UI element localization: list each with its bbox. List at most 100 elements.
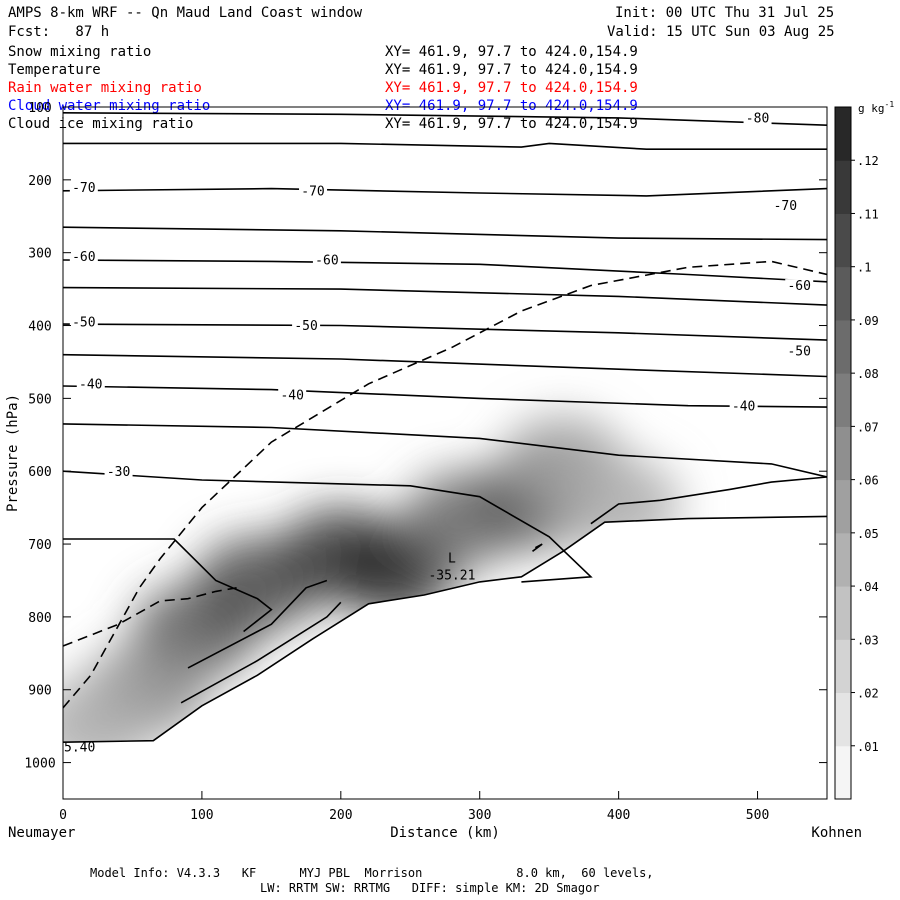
label-backing <box>104 464 133 479</box>
isotherm <box>590 476 827 525</box>
field-xy: XY= 461.9, 97.7 to 424.0,154.9 <box>385 98 638 114</box>
temperature-label: -50 <box>294 319 317 334</box>
chart-title: AMPS 8-km WRF -- Qn Maud Land Coast wind… <box>8 5 363 21</box>
colorbar-frame <box>834 106 852 800</box>
low-center-symbol: L <box>448 552 456 567</box>
y-tick-label: 300 <box>28 247 51 262</box>
isotherm <box>187 579 328 669</box>
label-backing <box>743 111 772 126</box>
temperature-label: -60 <box>315 254 338 269</box>
label-backing <box>69 180 98 195</box>
colorbar-tick-label: .07 <box>857 420 879 434</box>
colorbar-unit: g kg-1 <box>858 100 894 115</box>
y-tick-label: 800 <box>28 611 51 626</box>
isotherm <box>63 259 827 283</box>
field-name: Temperature <box>8 62 101 78</box>
temperature-label: -40 <box>732 399 755 414</box>
isotherm <box>63 286 827 306</box>
colorbar-segment <box>835 373 851 427</box>
colorbar-tick-label: .08 <box>857 367 879 381</box>
isotherm <box>532 543 543 552</box>
colorbar-tick-label: .01 <box>857 740 879 754</box>
isotherm <box>180 601 342 704</box>
colorbar-tick-label: .09 <box>857 314 879 328</box>
x-tick-label: 400 <box>607 808 630 823</box>
x-tick-label: 200 <box>329 808 352 823</box>
temperature-label: -40 <box>280 388 303 403</box>
label-backing <box>292 319 321 334</box>
isotherm <box>63 226 827 241</box>
plot-frame <box>62 106 828 800</box>
x-axis-label: Distance (km) <box>390 825 500 841</box>
label-backing <box>69 315 98 330</box>
y-tick-label: 900 <box>28 684 51 699</box>
temperature-label: -50 <box>72 316 95 331</box>
colorbar-tick-label: .12 <box>857 154 879 168</box>
temperature-label: -30 <box>107 465 130 480</box>
temperature-label: -50 <box>787 345 810 360</box>
label-backing <box>785 344 814 359</box>
y-axis-label: Pressure (hPa) <box>5 394 21 512</box>
x-tick-label: 300 <box>468 808 491 823</box>
field-xy: XY= 461.9, 97.7 to 424.0,154.9 <box>385 80 638 96</box>
colorbar: .01 .02 .03 .04 .05 .06 .07 .08 .09 .1 .11 .12 g kg-… <box>834 100 894 800</box>
isotherm <box>63 538 273 633</box>
y-tick-label: 700 <box>28 538 51 553</box>
colorbar-tick-label: .05 <box>857 527 879 541</box>
axes: 100 200 300 400 500 600 700 800 900 1000 0 100 200 30… <box>5 101 862 841</box>
y-tick-label: 1000 <box>24 757 55 772</box>
valid-time: Valid: 15 UTC Sun 03 Aug 25 <box>607 24 835 40</box>
colorbar-segment <box>835 745 851 800</box>
isotherm <box>63 112 827 126</box>
dashed-contour <box>63 260 827 709</box>
colorbar-segment <box>835 586 851 640</box>
field-name: Snow mixing ratio <box>8 44 152 60</box>
isotherm <box>63 187 827 197</box>
endpoint-right: Kohnen <box>811 825 862 841</box>
colorbar-segment <box>835 319 851 374</box>
corner-value: 5.40 <box>64 741 95 756</box>
label-backing <box>312 253 341 268</box>
temperature-label: -80 <box>746 112 769 127</box>
endpoint-left: Neumayer <box>8 825 75 841</box>
y-tick-label: 100 <box>28 101 51 116</box>
colorbar-tick-label: .03 <box>857 633 879 647</box>
x-tick-label: 100 <box>190 808 213 823</box>
label-backing <box>729 399 758 414</box>
colorbar-segment <box>835 160 851 214</box>
isotherm <box>63 353 827 378</box>
colorbar-segment <box>835 692 851 747</box>
low-center-value: -35.21 <box>428 569 475 584</box>
isotherm <box>63 142 827 150</box>
field-xy: XY= 461.9, 97.7 to 424.0,154.9 <box>385 44 638 60</box>
field-name: Cloud water mixing ratio <box>8 98 211 114</box>
label-backing <box>69 249 98 264</box>
isotherm <box>63 323 827 341</box>
field-xy: XY= 461.9, 97.7 to 424.0,154.9 <box>385 62 638 78</box>
field-name: Rain water mixing ratio <box>8 80 202 96</box>
temperature-label: -60 <box>787 279 810 294</box>
temperature-labels: -80 -70 -70 -70 -60 -60 -60 -50 -50 -50 -40 -40 -40 -… <box>64 111 814 756</box>
forecast-hour: Fcst: 87 h <box>8 24 110 40</box>
isotherm <box>63 423 827 478</box>
colorbar-segment <box>835 532 851 587</box>
colorbar-tick-label: .06 <box>857 474 879 488</box>
temperature-label: -70 <box>301 184 324 199</box>
y-tick-label: 600 <box>28 465 51 480</box>
colorbar-segment <box>835 266 851 321</box>
colorbar-tick-label: .11 <box>857 207 879 221</box>
label-backing <box>771 198 800 213</box>
label-backing <box>76 377 105 392</box>
contour-lines <box>63 112 827 743</box>
colorbar-tick-label: .04 <box>857 580 879 594</box>
y-tick-label: 200 <box>28 174 51 189</box>
colorbar-segment <box>835 639 851 694</box>
colorbar-tick-label: .1 <box>857 261 871 275</box>
temperature-label: -40 <box>79 377 102 392</box>
footer-line-1: Model Info: V4.3.3 KF MYJ PBL Morrison 8… <box>90 866 654 880</box>
colorbar-segment <box>835 426 851 481</box>
label-backing <box>278 388 307 403</box>
isotherm <box>63 385 827 408</box>
label-backing <box>299 184 328 199</box>
